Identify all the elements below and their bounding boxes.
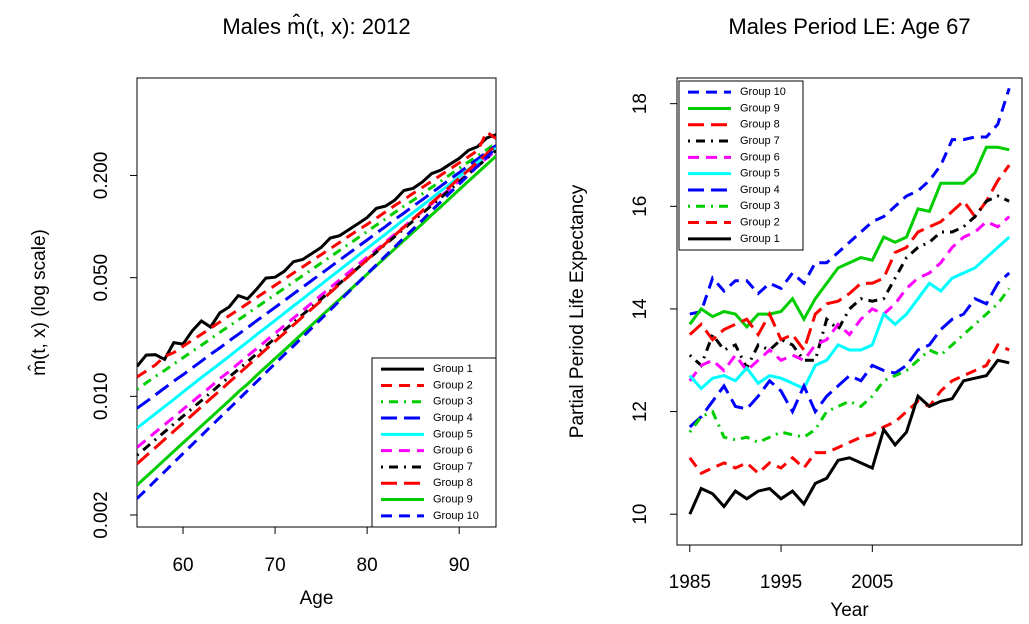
series-line: [137, 146, 496, 430]
legend-label: Group 2: [433, 379, 473, 391]
x-axis-label: Age: [300, 588, 334, 609]
legend-label: Group 3: [740, 200, 780, 212]
series-line: [688, 287, 1011, 445]
legend-label: Group 9: [433, 493, 473, 505]
legend-label: Group 4: [433, 412, 473, 424]
legend-label: Group 7: [433, 461, 473, 473]
legend-label: Group 7: [740, 135, 780, 147]
legend-label: Group 6: [433, 445, 473, 457]
legend-label: Group 6: [740, 151, 780, 163]
series-line: [688, 342, 1010, 476]
y-tick-label: 10: [630, 504, 651, 525]
y-tick-label: 18: [630, 93, 651, 114]
y-tick-label: 0.050: [91, 254, 112, 302]
y-tick-label: 14: [630, 298, 651, 320]
plot-frame: [676, 77, 1023, 546]
y-tick-label: 12: [630, 401, 651, 422]
series-line: [688, 215, 1011, 382]
panel: Males m̂(t, x): 2012 Age m̂(t, x) (log sca…: [28, 14, 497, 609]
chart-title: Males m̂(t, x): 2012: [222, 14, 410, 39]
y-tick-label: 16: [630, 196, 651, 217]
series-line: [137, 147, 496, 500]
legend-label: Group 10: [740, 86, 786, 98]
x-tick-label: 90: [449, 555, 470, 576]
x-tick-label: 2005: [851, 572, 893, 593]
series-line: [137, 141, 496, 391]
series-line: [688, 271, 1011, 429]
x-axis-label: Year: [830, 600, 869, 621]
series-line: [137, 154, 496, 487]
legend-label: Group 5: [740, 168, 780, 180]
series-line: [689, 87, 1011, 316]
y-axis-label: m̂(t, x) (log scale): [28, 229, 50, 376]
chart-title: Males Period LE: Age 67: [728, 14, 970, 39]
legend: Group 10 Group 9 Group 8 Group 7 Group 6 Grou…: [678, 80, 804, 251]
legend-label: Group 4: [740, 184, 780, 196]
legend-label: Group 10: [433, 510, 479, 522]
x-tick-label: 80: [357, 555, 378, 576]
panel: Males Period LE: Age 67 Year Partial Perio…: [567, 14, 1023, 621]
y-tick-label: 0.010: [91, 373, 112, 421]
series-line: [688, 145, 1010, 330]
series-line: [137, 144, 496, 410]
legend-label: Group 2: [740, 216, 780, 228]
legend-label: Group 1: [433, 363, 473, 375]
series-line: [137, 133, 496, 368]
legend-label: Group 5: [433, 428, 473, 440]
y-tick-label: 0.200: [91, 152, 112, 200]
series-line: [137, 149, 496, 457]
legend: Group 1 Group 2 Group 3 Group 4 Group 5 Group…: [371, 357, 497, 528]
series-line: [688, 358, 1010, 515]
x-tick-label: 1985: [669, 572, 711, 593]
x-tick-label: 60: [172, 555, 193, 576]
series-line: [688, 194, 1010, 372]
legend-label: Group 8: [740, 119, 780, 131]
legend-label: Group 1: [740, 233, 780, 245]
series-line: [688, 164, 1011, 354]
x-tick-label: 1995: [760, 572, 802, 593]
series-line: [137, 144, 496, 466]
legend-label: Group 8: [433, 477, 473, 489]
legend-label: Group 9: [740, 102, 780, 114]
legend-label: Group 3: [433, 396, 473, 408]
y-tick-label: 0.002: [91, 491, 112, 539]
plot-frame: [136, 77, 497, 528]
series-line: [688, 235, 1011, 391]
y-axis-label: Partial Period Life Expectancy: [567, 184, 588, 438]
x-tick-label: 70: [265, 555, 286, 576]
series-line: [137, 129, 496, 379]
